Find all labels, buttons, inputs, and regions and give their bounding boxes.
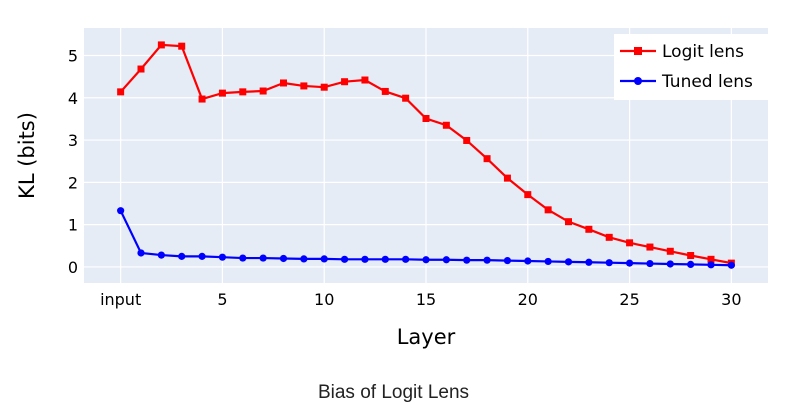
y-tick-labels: 0 1 2 3 4 5 [68,46,78,276]
data-point [524,191,532,199]
x-tick-labels: input 5 10 15 20 25 30 [100,290,741,309]
data-point [239,88,247,96]
legend-box [614,34,770,100]
data-point [218,89,226,97]
data-point [646,259,654,268]
data-point [707,261,715,269]
data-point [605,259,613,267]
data-point [137,65,145,73]
data-point [402,94,410,102]
data-point [259,87,267,95]
data-point [463,136,471,144]
x-tick-label: 20 [518,290,538,309]
data-point [361,255,369,263]
data-point [544,257,552,266]
data-point [544,206,552,214]
data-point [483,256,491,264]
data-point [687,260,695,268]
data-point [137,249,145,257]
data-point [361,76,369,84]
legend-marker [634,77,642,85]
data-point [442,121,450,129]
data-point [422,114,430,122]
data-point [646,243,654,251]
x-axis-title: Layer [397,325,456,349]
data-point [340,255,349,263]
data-point [117,88,125,96]
data-point [157,41,165,49]
y-axis-title: KL (bits) [15,112,39,199]
data-point [666,247,674,255]
data-point [117,207,125,215]
y-tick-label: 1 [68,216,78,235]
data-point [280,79,287,87]
data-point [178,42,186,50]
data-point [565,218,572,226]
data-point [626,239,634,247]
y-tick-label: 4 [68,89,78,108]
data-point [320,255,328,263]
data-point [585,225,593,233]
data-point [402,255,410,263]
data-point [503,256,512,265]
data-point [279,254,288,263]
data-point [157,251,165,259]
x-tick-label: 10 [314,290,334,309]
data-point [687,252,695,260]
data-point [198,252,206,260]
x-tick-label: 15 [416,290,436,309]
data-series [117,41,735,269]
data-point [483,155,491,163]
x-tick-label: 5 [217,290,227,309]
data-point [381,87,389,95]
data-point [463,256,471,264]
data-point [727,261,735,269]
y-tick-label: 3 [68,131,78,150]
data-point [320,83,328,91]
data-point [707,255,715,263]
data-point [198,95,206,103]
data-point [422,256,430,264]
data-point [259,254,267,262]
data-point [239,254,247,262]
data-point [381,255,389,263]
data-point [666,260,674,268]
legend: Logit lens Tuned lens [614,34,770,100]
data-point [625,259,634,267]
x-tick-label: 30 [721,290,741,309]
legend-marker [634,47,642,55]
data-point [300,82,308,90]
data-point [605,233,613,241]
data-point [585,258,593,266]
x-tick-label: input [100,290,141,309]
data-point [218,253,227,261]
data-point [300,255,308,263]
y-tick-label: 5 [68,46,78,65]
figure-caption: Bias of Logit Lens [317,382,470,403]
data-point [564,258,573,266]
data-point [524,257,532,265]
data-point [442,256,450,264]
y-tick-label: 2 [68,173,78,192]
data-point [341,78,349,86]
x-tick-label: 25 [619,290,639,309]
data-point [178,252,186,260]
legend-label: Logit lens [662,42,744,62]
legend-label: Tuned lens [661,72,753,92]
y-tick-label: 0 [68,258,78,277]
data-point [503,174,511,182]
